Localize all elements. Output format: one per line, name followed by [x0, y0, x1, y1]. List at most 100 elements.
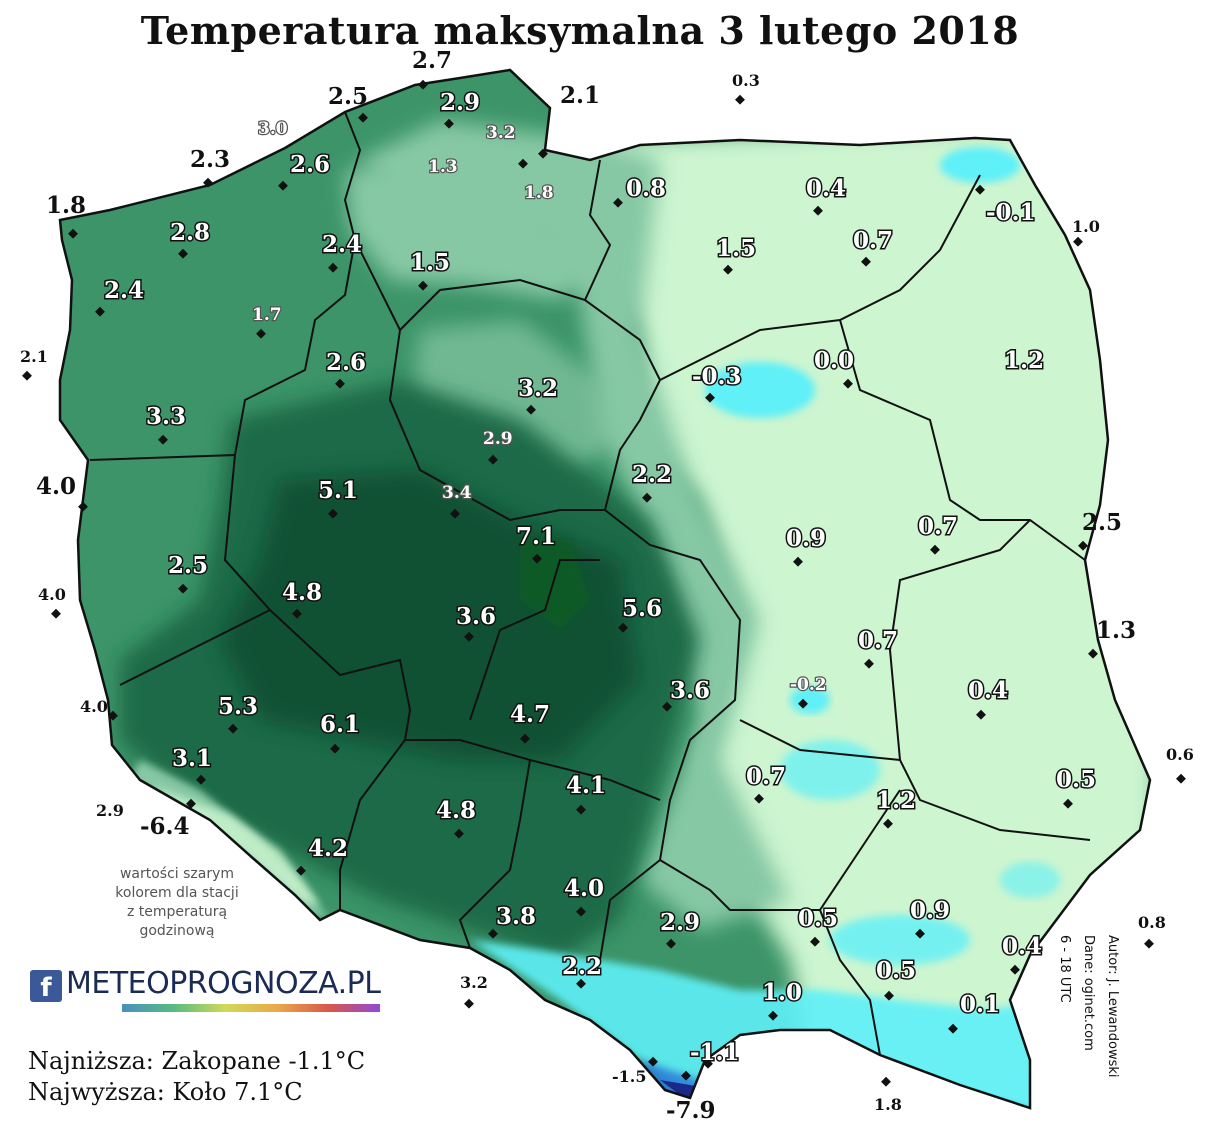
- station-label: 0.7: [853, 227, 893, 254]
- station-label: 2.9: [660, 909, 700, 936]
- station-label: 4.0: [564, 875, 604, 902]
- note-line: kolorem dla stacji: [115, 885, 239, 901]
- note-line: godzinową: [139, 923, 215, 939]
- credit-author: Autor: J. Lewandowski: [1105, 935, 1120, 1078]
- station-label: 3.3: [146, 403, 186, 430]
- station-label: -1.5: [612, 1067, 646, 1086]
- station-label: 2.2: [562, 953, 602, 980]
- station-label: -6.4: [140, 813, 190, 840]
- station-label: -7.9: [666, 1097, 716, 1124]
- station-label: 0.4: [968, 677, 1008, 704]
- station-label: 2.2: [632, 461, 672, 488]
- station-label: 0.1: [960, 991, 1000, 1018]
- station-label: 5.3: [218, 693, 258, 720]
- credit-time-range: 6 - 18 UTC: [1057, 935, 1072, 1003]
- station-label: 0.9: [910, 897, 950, 924]
- station-label: 2.4: [104, 277, 144, 304]
- station-label: 0.4: [1002, 933, 1042, 960]
- station-label: 4.2: [308, 835, 348, 862]
- station-label: 0.8: [626, 175, 666, 202]
- station-label: 3.4: [442, 483, 472, 503]
- station-label: 1.0: [762, 979, 802, 1006]
- station-label: 1.0: [1072, 217, 1100, 236]
- meteoprognoza-logo[interactable]: f METEOPROGNOZA.PL: [30, 966, 382, 1018]
- station-label: 0.5: [798, 905, 838, 932]
- station-label: 1.8: [524, 183, 554, 203]
- station-label: 0.7: [918, 513, 958, 540]
- station-label: 2.1: [20, 347, 48, 366]
- station-label: 0.4: [806, 175, 846, 202]
- station-label: 0.3: [732, 71, 760, 90]
- logo-text: METEOPROGNOZA.PL: [66, 966, 381, 1001]
- station-markers: [22, 79, 1186, 1087]
- min-temperature: Najniższa: Zakopane -1.1°C: [28, 1047, 366, 1075]
- station-label: 1.3: [1096, 617, 1136, 644]
- station-label: 6.1: [320, 711, 360, 738]
- station-label: 2.9: [96, 801, 124, 820]
- credit-data-source: Dane: oginet.com: [1081, 935, 1096, 1051]
- station-label: 4.0: [80, 697, 108, 716]
- station-label: 0.9: [786, 525, 826, 552]
- station-label: 0.7: [858, 627, 898, 654]
- extremes-summary: Najniższa: Zakopane -1.1°C Najwyższa: Ko…: [28, 1046, 365, 1108]
- station-label: -0.2: [790, 675, 827, 695]
- facebook-icon[interactable]: f: [30, 970, 62, 1003]
- station-labels: 2.7 2.5 2.9 2.1 0.3 3.0 3.2 1.3 2.3 2.6 …: [20, 47, 1194, 1124]
- station-label: 3.8: [496, 903, 536, 930]
- station-label: 5.1: [318, 477, 358, 504]
- map-title: Temperatura maksymalna 3 lutego 2018: [140, 8, 1020, 53]
- max-temperature: Najwyższa: Koło 7.1°C: [28, 1078, 303, 1106]
- station-label: 4.0: [38, 585, 66, 604]
- station-label: 2.7: [412, 47, 452, 74]
- station-label: 2.9: [440, 89, 480, 116]
- station-label: 0.7: [746, 763, 786, 790]
- station-label: 2.4: [322, 231, 362, 258]
- station-label: 2.6: [326, 349, 366, 376]
- logo-color-bar: [122, 1004, 380, 1012]
- station-label: 4.8: [282, 579, 322, 606]
- note-line: z temperaturą: [126, 904, 228, 920]
- station-label: 2.3: [190, 146, 230, 173]
- station-label: 1.2: [876, 787, 916, 814]
- station-label: 2.5: [168, 552, 208, 579]
- station-label: 4.8: [436, 797, 476, 824]
- station-label: 3.0: [258, 119, 288, 139]
- station-label: 2.8: [170, 219, 210, 246]
- note-line: wartości szarym: [119, 866, 235, 882]
- station-label: 1.8: [46, 192, 86, 219]
- station-label: 4.7: [510, 701, 550, 728]
- station-label: 1.7: [252, 305, 282, 325]
- station-label: 0.0: [814, 347, 854, 374]
- station-label: 3.6: [456, 603, 496, 630]
- station-label: 1.3: [428, 157, 458, 177]
- station-label: 4.0: [36, 473, 76, 500]
- station-label: 3.6: [670, 677, 710, 704]
- station-label: 3.2: [486, 123, 516, 143]
- voivodeship-borders: [89, 111, 1091, 1056]
- station-label: 1.5: [410, 249, 450, 276]
- station-label: 7.1: [516, 523, 556, 550]
- station-label: 4.1: [566, 772, 606, 799]
- station-label: 2.6: [290, 151, 330, 178]
- station-label: -1.1: [690, 1039, 740, 1066]
- station-label: 2.5: [328, 83, 368, 110]
- country-border: [58, 68, 1152, 1110]
- station-label: 2.5: [1082, 509, 1122, 536]
- station-label: 5.6: [622, 595, 662, 622]
- station-label: 2.1: [560, 82, 600, 109]
- station-label: 3.1: [172, 745, 212, 772]
- station-label: 1.2: [1004, 347, 1044, 374]
- station-label: 0.6: [1166, 745, 1194, 764]
- station-label: 0.5: [876, 957, 916, 984]
- station-label: 2.9: [483, 429, 513, 449]
- hourly-stations-note: wartości szarym kolorem dla stacji z tem…: [82, 865, 272, 941]
- station-label: 3.2: [518, 375, 558, 402]
- station-label: -0.3: [692, 363, 742, 390]
- station-label: 1.8: [874, 1095, 902, 1114]
- station-label: 3.2: [460, 973, 488, 992]
- station-label: 0.8: [1138, 913, 1166, 932]
- station-label: 0.5: [1056, 766, 1096, 793]
